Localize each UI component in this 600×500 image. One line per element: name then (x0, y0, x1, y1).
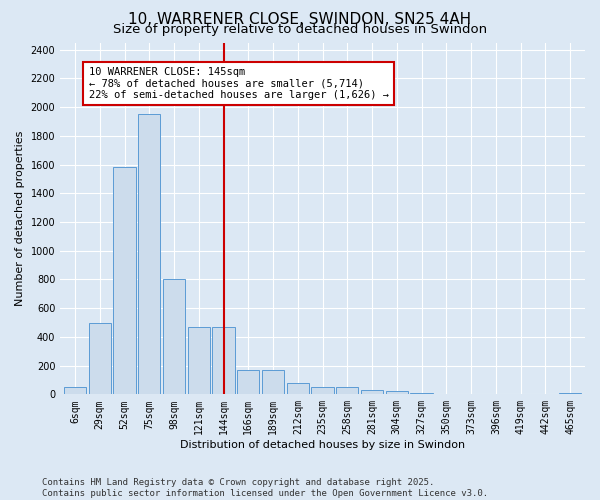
Bar (212, 327, 235, 394)
Text: Contains HM Land Registry data © Crown copyright and database right 2025.
Contai: Contains HM Land Registry data © Crown c… (42, 478, 488, 498)
Text: Size of property relative to detached houses in Swindon: Size of property relative to detached ho… (113, 22, 487, 36)
Bar (559, 393, 581, 394)
Bar (311, 387, 334, 394)
Bar (287, 383, 309, 394)
Y-axis label: Number of detached properties: Number of detached properties (15, 130, 25, 306)
X-axis label: Distribution of detached houses by size in Swindon: Distribution of detached houses by size … (180, 440, 465, 450)
Bar (336, 387, 358, 394)
Bar (237, 370, 259, 394)
Bar (361, 390, 383, 394)
Text: 10 WARRENER CLOSE: 145sqm
← 78% of detached houses are smaller (5,714)
22% of se: 10 WARRENER CLOSE: 145sqm ← 78% of detac… (89, 67, 389, 100)
Text: 10, WARRENER CLOSE, SWINDON, SN25 4AH: 10, WARRENER CLOSE, SWINDON, SN25 4AH (128, 12, 472, 28)
Bar (113, 168, 136, 394)
Bar (386, 392, 408, 394)
Bar (163, 280, 185, 394)
Bar (188, 327, 210, 394)
Bar (262, 370, 284, 394)
Bar (138, 114, 160, 394)
Bar (410, 393, 433, 394)
Bar (64, 387, 86, 394)
Bar (89, 322, 111, 394)
